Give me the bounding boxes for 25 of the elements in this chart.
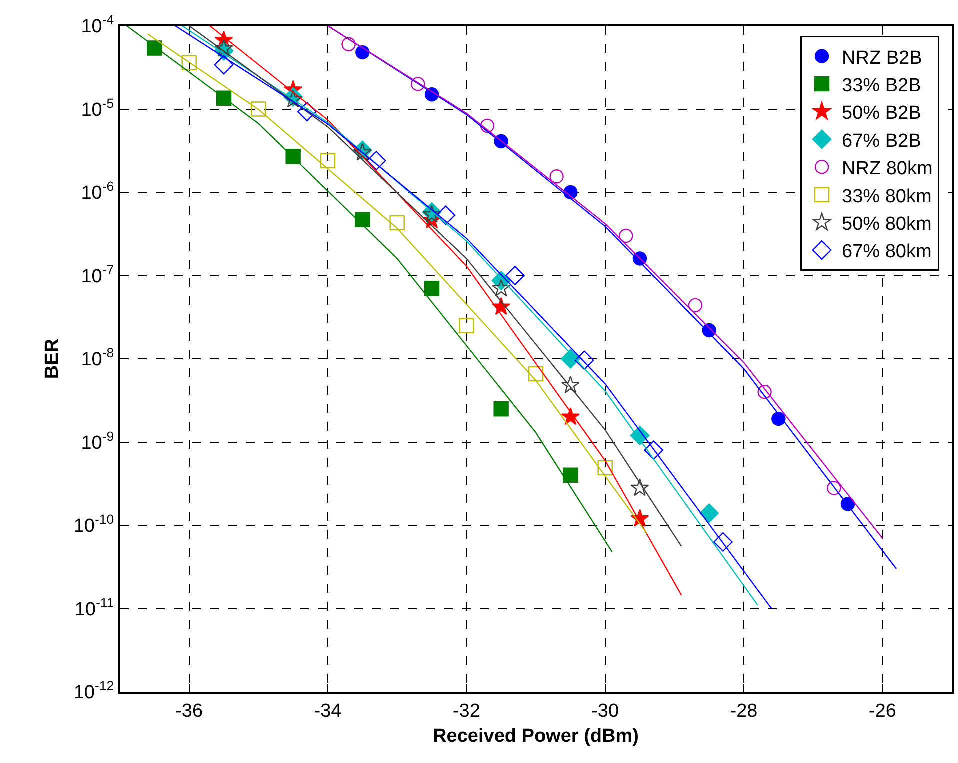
y-axis-title: BER [42,338,64,380]
x-tick-label: -36 [176,700,204,722]
y-tick-label: 10$^{-4}$ [81,12,114,38]
x-tick-label: -32 [452,700,480,722]
y-tick-label: 10$^{-7}$ [81,262,114,288]
legend-label: NRZ 80km [842,158,933,180]
legend-label: NRZ B2B [842,48,922,69]
y-tick-label: 10$^{-6}$ [81,179,114,204]
x-tick-label: -28 [730,700,758,722]
legend-label: 50% B2B [842,103,922,124]
y-tick-label: 10$^{-11}$ [74,595,114,620]
x-axis-title: Received Power (dBm) [433,726,639,748]
y-tick-label: 10$^{-5}$ [81,96,114,121]
y-tick-label: 10$^{-10}$ [74,512,114,538]
x-tick-label: -26 [868,700,896,722]
y-tick-label: 10$^{-8}$ [81,346,114,371]
legend-label: 33% B2B [842,75,922,96]
legend-label: 67% 80km [842,242,932,263]
y-tick-label: 10$^{-12}$ [74,678,114,704]
x-tick-label: -34 [314,700,342,722]
legend-label: 50% 80km [842,214,932,235]
x-tick-label: -30 [592,700,620,722]
y-tick-label: 10$^{-9}$ [81,428,114,454]
legend-label: 67% B2B [842,130,922,152]
legend-label: 33% 80km [842,186,932,208]
